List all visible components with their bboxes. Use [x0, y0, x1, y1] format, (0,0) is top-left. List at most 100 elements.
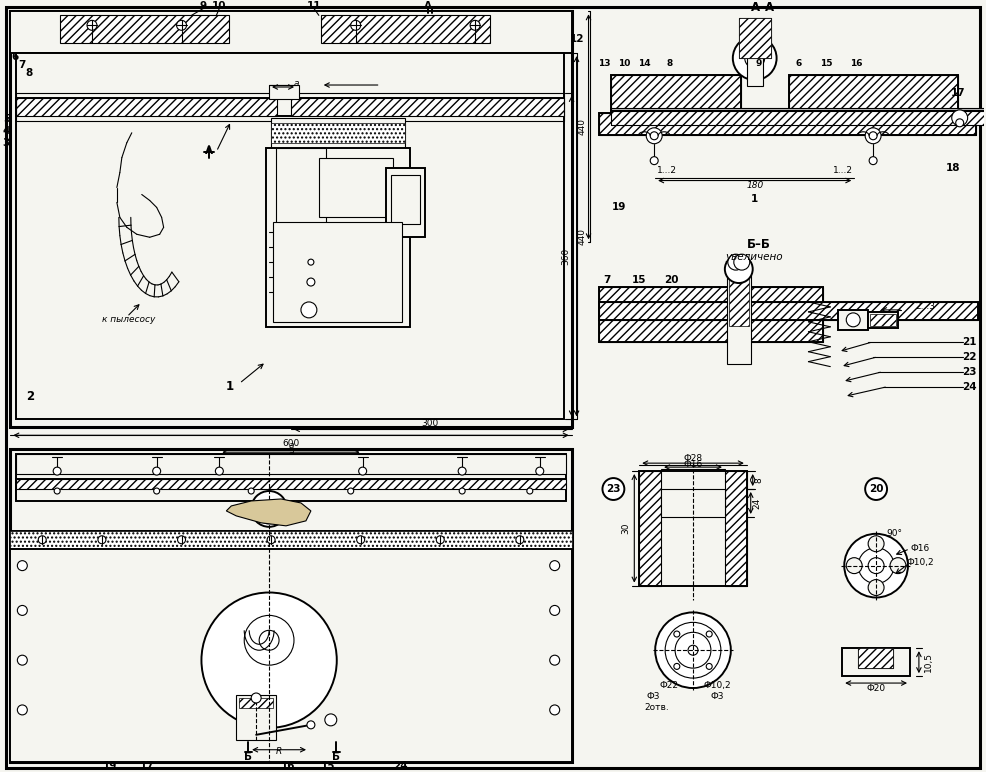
Circle shape: [550, 605, 560, 615]
Bar: [271, 123, 405, 143]
Bar: [611, 108, 986, 116]
Circle shape: [470, 20, 480, 30]
Text: 8: 8: [666, 59, 672, 68]
Bar: [838, 310, 868, 330]
Circle shape: [261, 501, 277, 517]
Bar: [17, 93, 564, 121]
Circle shape: [53, 467, 61, 475]
Circle shape: [18, 655, 28, 665]
Text: 24: 24: [393, 760, 408, 770]
Circle shape: [307, 278, 315, 286]
Text: 10: 10: [618, 59, 630, 68]
Circle shape: [324, 714, 337, 726]
Circle shape: [846, 557, 862, 574]
Text: 5: 5: [3, 113, 10, 124]
Circle shape: [251, 693, 261, 703]
Bar: [17, 454, 566, 499]
Text: 17: 17: [139, 760, 154, 770]
Bar: [739, 19, 771, 58]
Circle shape: [650, 132, 659, 140]
Bar: [291, 98, 564, 116]
Circle shape: [357, 536, 365, 543]
Circle shape: [869, 132, 878, 140]
Text: Б: Б: [245, 752, 252, 762]
Circle shape: [550, 705, 560, 715]
Bar: [11, 531, 572, 549]
Circle shape: [516, 536, 524, 543]
Text: Б: Б: [331, 752, 340, 762]
Text: 360: 360: [561, 248, 570, 265]
Circle shape: [666, 622, 721, 678]
Bar: [271, 118, 405, 147]
Bar: [729, 266, 748, 326]
Text: Ф3: Ф3: [647, 692, 660, 702]
Circle shape: [725, 256, 752, 283]
Text: 13: 13: [599, 59, 610, 68]
Circle shape: [458, 467, 466, 475]
Circle shape: [348, 488, 354, 494]
Text: 30: 30: [621, 522, 630, 533]
Text: Ф10,2: Ф10,2: [906, 558, 934, 567]
Text: 14: 14: [638, 59, 651, 68]
Text: Ф22: Ф22: [660, 681, 678, 689]
Bar: [11, 449, 572, 762]
Bar: [318, 157, 393, 218]
Bar: [789, 75, 957, 113]
Circle shape: [301, 302, 317, 318]
Text: Ф16: Ф16: [683, 459, 703, 469]
Circle shape: [351, 20, 361, 30]
Text: 300: 300: [422, 419, 439, 428]
Circle shape: [18, 705, 28, 715]
Circle shape: [646, 128, 663, 144]
Text: 24: 24: [962, 381, 977, 391]
Bar: [17, 479, 566, 501]
Bar: [237, 695, 276, 740]
Text: a: a: [288, 448, 294, 457]
Circle shape: [251, 491, 287, 527]
Circle shape: [744, 48, 765, 68]
Bar: [789, 75, 957, 113]
Circle shape: [869, 157, 878, 164]
Bar: [60, 15, 230, 43]
Bar: [17, 98, 564, 116]
Circle shape: [436, 536, 445, 543]
Text: 16: 16: [850, 59, 863, 68]
Circle shape: [245, 615, 294, 665]
Text: 21: 21: [962, 337, 977, 347]
Text: 24: 24: [752, 497, 761, 509]
Circle shape: [868, 557, 884, 574]
Text: Ф10,2: Ф10,2: [703, 681, 731, 689]
Text: 17: 17: [951, 88, 965, 98]
Bar: [599, 113, 975, 135]
Circle shape: [673, 663, 679, 669]
Text: 1...2: 1...2: [833, 166, 853, 175]
Text: 4: 4: [3, 126, 10, 136]
Text: 12: 12: [570, 34, 584, 44]
Bar: [11, 531, 572, 549]
Circle shape: [527, 488, 532, 494]
Circle shape: [267, 536, 275, 543]
Text: 15: 15: [632, 275, 647, 285]
Bar: [386, 168, 425, 237]
Bar: [611, 75, 740, 113]
Circle shape: [550, 655, 560, 665]
Bar: [390, 174, 420, 225]
Circle shape: [673, 631, 679, 637]
Bar: [639, 471, 662, 585]
Circle shape: [308, 259, 314, 265]
Circle shape: [98, 536, 106, 543]
Text: 22: 22: [962, 352, 977, 361]
Text: Ф16: Ф16: [910, 544, 930, 554]
Text: a: a: [293, 79, 299, 87]
Text: 1...2: 1...2: [657, 166, 677, 175]
Bar: [639, 471, 746, 585]
Circle shape: [868, 580, 884, 595]
Text: Б–Б: Б–Б: [746, 238, 771, 251]
Text: А–А: А–А: [750, 1, 775, 14]
Text: R: R: [276, 747, 282, 757]
Circle shape: [177, 536, 185, 543]
Bar: [266, 147, 410, 327]
Text: 16: 16: [281, 760, 295, 770]
Circle shape: [734, 254, 749, 270]
Bar: [17, 98, 277, 116]
